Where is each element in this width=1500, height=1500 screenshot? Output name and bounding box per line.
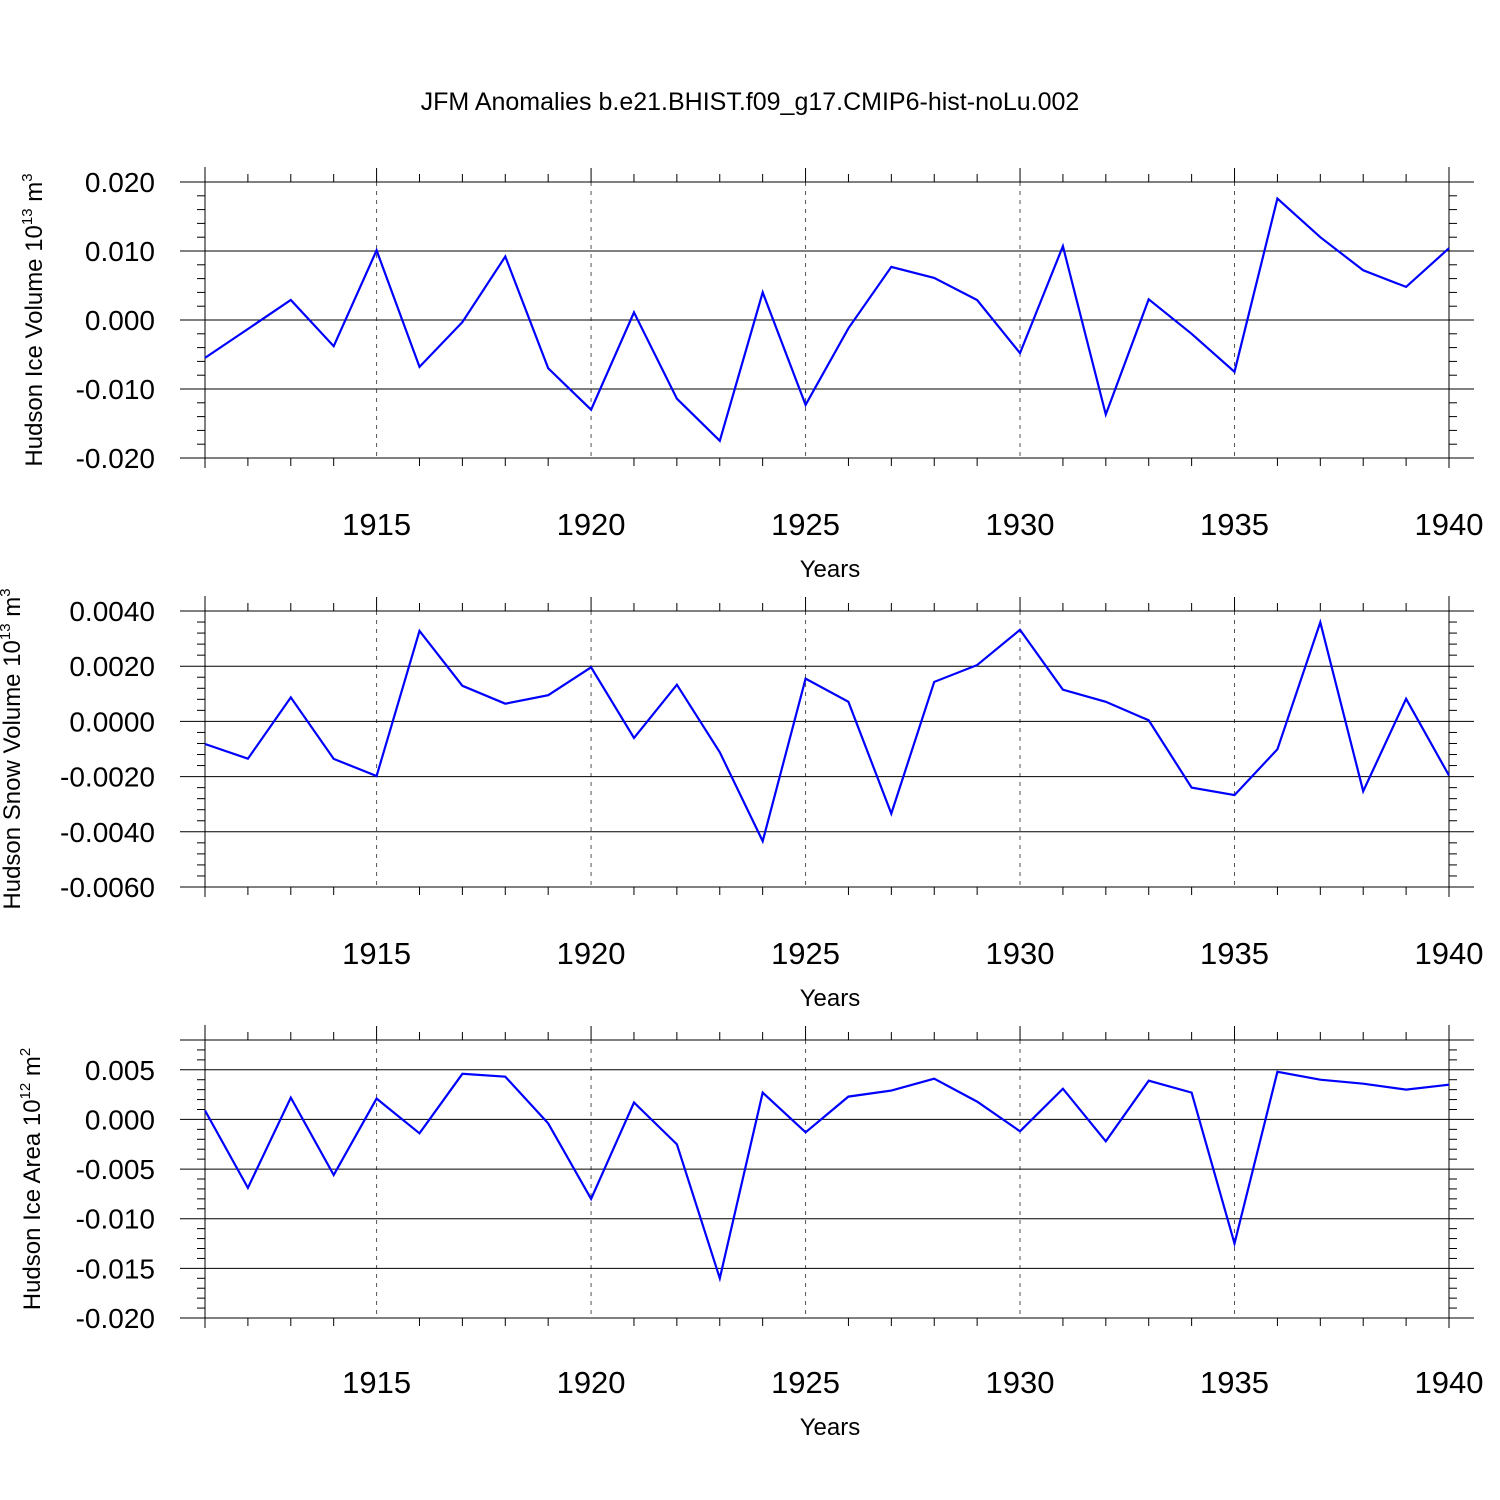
xtick-label: 1915 bbox=[342, 1365, 411, 1400]
ytick-label: -0.020 bbox=[76, 443, 155, 474]
xtick-label: 1920 bbox=[557, 1365, 626, 1400]
ytick-label: -0.020 bbox=[76, 1303, 155, 1334]
xtick-label: 1930 bbox=[986, 1365, 1055, 1400]
ytick-label: 0.000 bbox=[85, 1104, 155, 1135]
x-axis-title: Years bbox=[800, 1414, 861, 1441]
xtick-label: 1940 bbox=[1415, 507, 1484, 542]
series-line-snow-volume bbox=[204, 618, 1450, 845]
chart-panel-snow-volume: 1915 1920 1925 1930 1935 1940 0.0040 0.0020 0.00… bbox=[0, 588, 1483, 1012]
xtick-label: 1915 bbox=[342, 936, 411, 971]
y-axis-title: Hudson Ice Volume 1013 m3 bbox=[19, 173, 48, 466]
xtick-label: 1935 bbox=[1200, 507, 1269, 542]
ytick-label: 0.020 bbox=[85, 167, 155, 198]
ytick-label: -0.010 bbox=[76, 1204, 155, 1235]
ytick-label: 0.000 bbox=[85, 305, 155, 336]
series-line-ice-volume bbox=[204, 196, 1450, 443]
xtick-label: 1940 bbox=[1415, 936, 1484, 971]
chart-panel-ice-volume: 1915 1920 1925 1930 1935 1940 0.020 0.010 0.000 -… bbox=[19, 167, 1483, 583]
chart-title: JFM Anomalies b.e21.BHIST.f09_g17.CMIP6-… bbox=[421, 88, 1080, 116]
y-axis-title: Hudson Snow Volume 1013 m3 bbox=[0, 588, 26, 909]
ytick-label: 0.005 bbox=[85, 1055, 155, 1086]
y-axis-title: Hudson Ice Area 1012 m2 bbox=[17, 1048, 46, 1311]
ytick-label: 0.0040 bbox=[69, 596, 155, 627]
xtick-label: 1925 bbox=[771, 936, 840, 971]
x-axis-title: Years bbox=[800, 985, 861, 1012]
xtick-label: 1930 bbox=[986, 936, 1055, 971]
xtick-label: 1935 bbox=[1200, 1365, 1269, 1400]
xtick-label: 1915 bbox=[342, 507, 411, 542]
xtick-label: 1920 bbox=[557, 936, 626, 971]
x-axis-title: Years bbox=[800, 556, 861, 583]
ytick-label: -0.010 bbox=[76, 374, 155, 405]
xtick-label: 1925 bbox=[771, 507, 840, 542]
ytick-label: -0.015 bbox=[76, 1253, 155, 1284]
series-line-ice-area bbox=[204, 1070, 1450, 1283]
ytick-label: -0.0040 bbox=[60, 817, 155, 848]
chart-panel-ice-area: 1915 1920 1925 1930 1935 1940 0.005 0.000 -0.005… bbox=[17, 1025, 1483, 1441]
xtick-label: 1930 bbox=[986, 507, 1055, 542]
xtick-label: 1920 bbox=[557, 507, 626, 542]
xtick-label: 1935 bbox=[1200, 936, 1269, 971]
ytick-label: -0.005 bbox=[76, 1154, 155, 1185]
ytick-label: -0.0020 bbox=[60, 762, 155, 793]
ytick-label: -0.0060 bbox=[60, 872, 155, 903]
ytick-label: 0.0000 bbox=[69, 706, 155, 737]
xtick-label: 1940 bbox=[1415, 1365, 1484, 1400]
ytick-label: 0.0020 bbox=[69, 651, 155, 682]
xtick-label: 1925 bbox=[771, 1365, 840, 1400]
ytick-label: 0.010 bbox=[85, 236, 155, 267]
